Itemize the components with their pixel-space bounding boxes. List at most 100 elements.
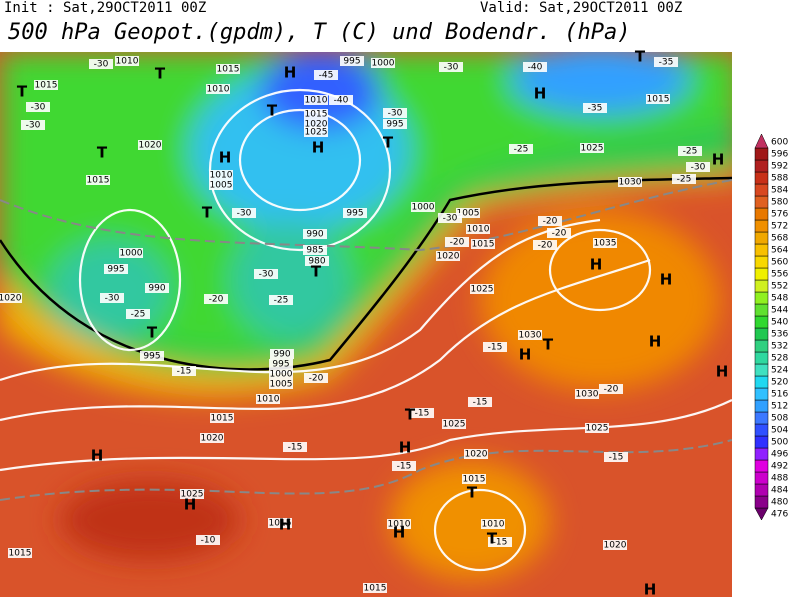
temperature-label-box (26, 102, 50, 112)
temperature-label: -25 (514, 145, 529, 155)
temperature-label: -30 (443, 214, 458, 224)
colorbar-cell (754, 483, 769, 497)
isobar-label: 1025 (586, 424, 609, 434)
temperature-label-box (678, 146, 702, 156)
pressure-center: H (219, 149, 232, 167)
colorbar-label: 596 (771, 150, 788, 160)
isobar-label-box (305, 256, 329, 266)
pressure-center: H (649, 333, 662, 351)
isobar-label: 1020 (0, 294, 22, 304)
temperature-label-box (392, 461, 416, 471)
colorbar-cell (754, 255, 769, 269)
isobar-label: 1005 (210, 181, 233, 191)
colorbar-label: 564 (771, 246, 788, 256)
colorbar-cell (754, 507, 769, 521)
colorbar-cell (754, 195, 769, 209)
isobar-label: 1015 (463, 475, 486, 485)
colorbar-cell (754, 399, 769, 413)
colorbar-label: 572 (771, 222, 788, 232)
isobar-label: 985 (306, 246, 323, 256)
colorbar-label: 552 (771, 282, 788, 292)
isobar-label-box (303, 245, 327, 255)
temperature-label-box (468, 397, 492, 407)
temperature-label: -40 (528, 63, 543, 73)
pressure-center: T (383, 134, 394, 152)
isobar-label: 995 (346, 209, 363, 219)
isobar-label: 995 (386, 120, 403, 130)
isobar-label-box (481, 519, 505, 529)
colorbar-cell (754, 411, 769, 425)
isobar-label: 1020 (201, 434, 224, 444)
temperature-label-box (204, 294, 228, 304)
isobar-label-box (470, 284, 494, 294)
isobar-label-box (518, 330, 542, 340)
temperature-label: -30 (388, 109, 403, 119)
isobar-label: 1010 (467, 225, 490, 235)
temperature-label: -15 (609, 453, 624, 463)
isobar-label-box (371, 58, 395, 68)
colorbar-cell (754, 279, 769, 293)
isobar-label: 1020 (305, 120, 328, 130)
temperature-label-box (283, 442, 307, 452)
pressure-center: H (284, 64, 297, 82)
isobar-label-box (304, 127, 328, 137)
temperature-label: -15 (177, 367, 192, 377)
temperature-label: -45 (319, 71, 334, 81)
temperature-label-box (509, 144, 533, 154)
colorbar-label: 484 (771, 486, 788, 496)
isobar-label-box (618, 177, 642, 187)
colorbar-label: 492 (771, 462, 788, 472)
isobar-label-box (0, 293, 22, 303)
isobar-label: 1025 (471, 285, 494, 295)
colorbar-label: 520 (771, 378, 788, 388)
colorbar-cell (754, 423, 769, 437)
temperature-label: -35 (659, 58, 674, 68)
temperature-label-box (672, 174, 696, 184)
temperature-label-box (583, 103, 607, 113)
colorbar-label: 524 (771, 366, 788, 376)
temperature-label: -20 (309, 374, 324, 384)
colorbar-label: 496 (771, 450, 788, 460)
isobar-label-box (436, 251, 460, 261)
temperature-label-box (533, 240, 557, 250)
temperature-label: -15 (488, 343, 503, 353)
map-title: 500 hPa Geopot.(gpdm), T (C) und Bodendr… (8, 20, 631, 45)
temperature-label: -25 (677, 175, 692, 185)
isobar-label-box (593, 238, 617, 248)
isobar-label-box (200, 433, 224, 443)
temperature-label: -15 (415, 409, 430, 419)
colorbar-label: 568 (771, 234, 788, 244)
colorbar-label: 560 (771, 258, 788, 268)
colorbar-cell (754, 207, 769, 221)
isobar-label-box (140, 351, 164, 361)
temperature-label: -25 (274, 296, 289, 306)
isobar-label-box (585, 423, 609, 433)
temperature-label-box (172, 366, 196, 376)
temperature-label-box (196, 535, 220, 545)
isobar-label-box (442, 419, 466, 429)
isobar-label: 1035 (594, 239, 617, 249)
isobar-label-box (603, 540, 627, 550)
colorbar-cell (754, 435, 769, 449)
temperature-label-box (269, 295, 293, 305)
temperature-label-box (100, 293, 124, 303)
isobar-label-box (471, 239, 495, 249)
temperature-label-box (314, 70, 338, 80)
isobar-label: 995 (107, 265, 124, 275)
isobar-label: 1025 (581, 144, 604, 154)
temperature-label-box (254, 269, 278, 279)
colorbar-label: 528 (771, 354, 788, 364)
isobar-label-box (206, 84, 230, 94)
isobar-label: 990 (273, 350, 290, 360)
temperature-label: -10 (201, 536, 216, 546)
isobar-label-box (303, 229, 327, 239)
isobar-label: 1030 (576, 390, 599, 400)
temperature-label: -15 (473, 398, 488, 408)
valid-label: Valid: Sat,29OCT2011 00Z (480, 0, 682, 16)
pressure-center: T (17, 83, 28, 101)
colorbar-label: 600 (771, 138, 788, 148)
colorbar-label: 576 (771, 210, 788, 220)
isobar-label: 1025 (443, 420, 466, 430)
isobar-label: 1020 (139, 141, 162, 151)
isobar-label: 1000 (372, 59, 395, 69)
